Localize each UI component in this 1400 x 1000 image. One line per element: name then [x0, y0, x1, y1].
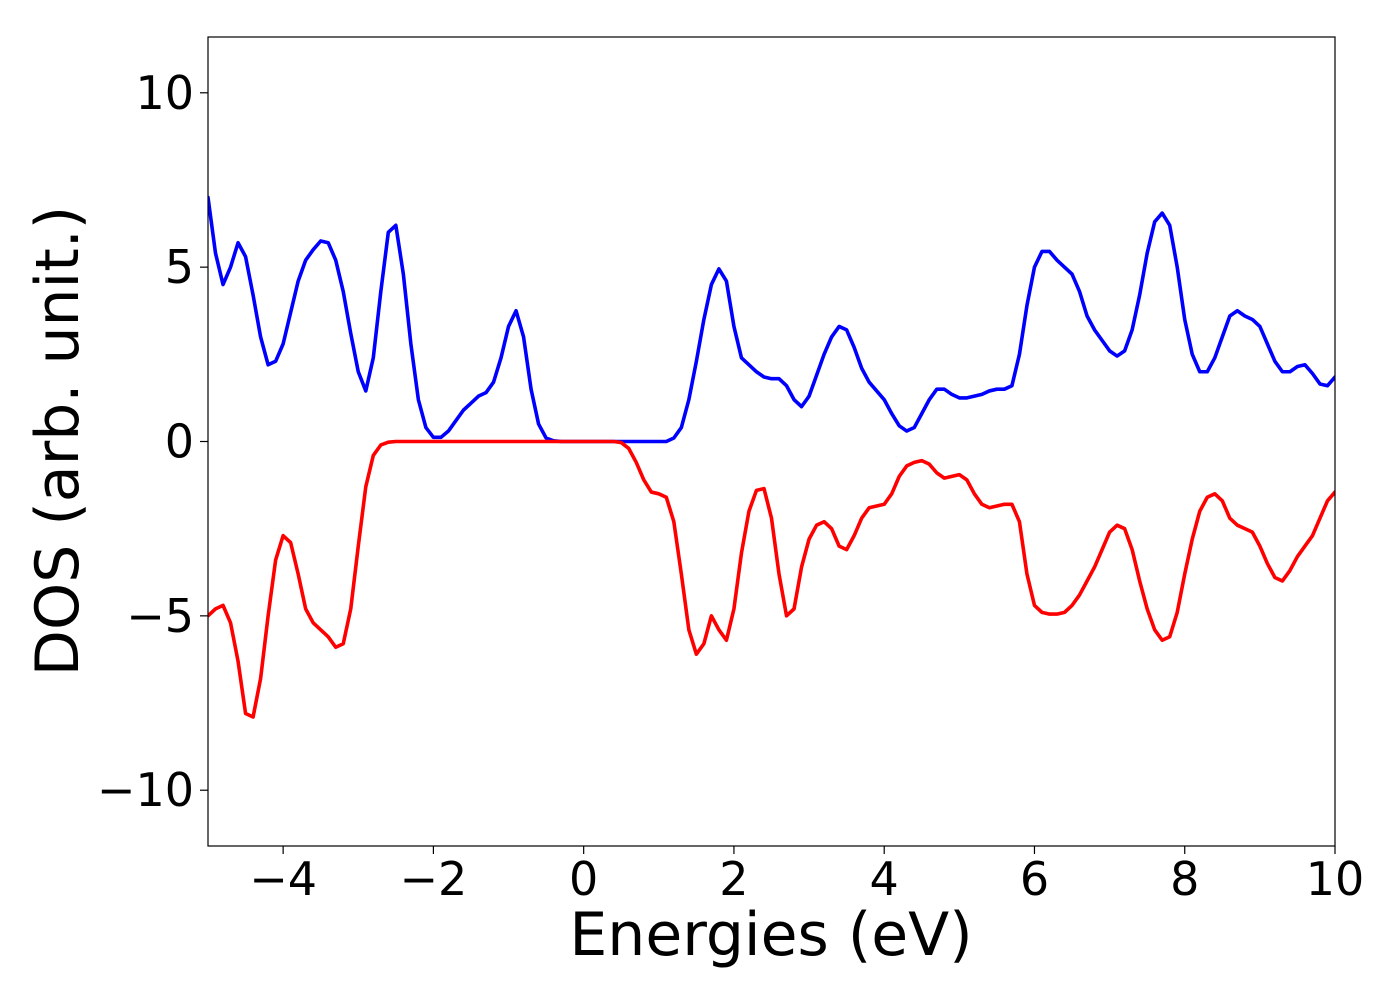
x-axis-label: Energies (eV) — [569, 900, 972, 970]
plot-frame — [207, 36, 1336, 847]
y-tick-label: 5 — [165, 240, 194, 294]
x-tick-label: 10 — [1306, 852, 1365, 906]
x-tick-label: 2 — [719, 852, 748, 906]
series-line — [208, 439, 1335, 719]
y-tick-label: 0 — [165, 415, 194, 469]
y-tick-label: −5 — [126, 589, 194, 643]
y-axis-label: DOS (arb. unit.) — [23, 206, 93, 676]
plot-area — [208, 195, 1335, 719]
x-tick-label: −2 — [399, 852, 467, 906]
y-tick-label: 10 — [135, 66, 194, 120]
x-tick-label: −4 — [249, 852, 317, 906]
series-line — [208, 195, 1335, 444]
x-tick-label: 0 — [569, 852, 598, 906]
x-tick-label: 8 — [1170, 852, 1199, 906]
x-tick-label: 6 — [1020, 852, 1049, 906]
x-tick-label: 4 — [870, 852, 899, 906]
y-tick-label: −10 — [97, 763, 194, 817]
